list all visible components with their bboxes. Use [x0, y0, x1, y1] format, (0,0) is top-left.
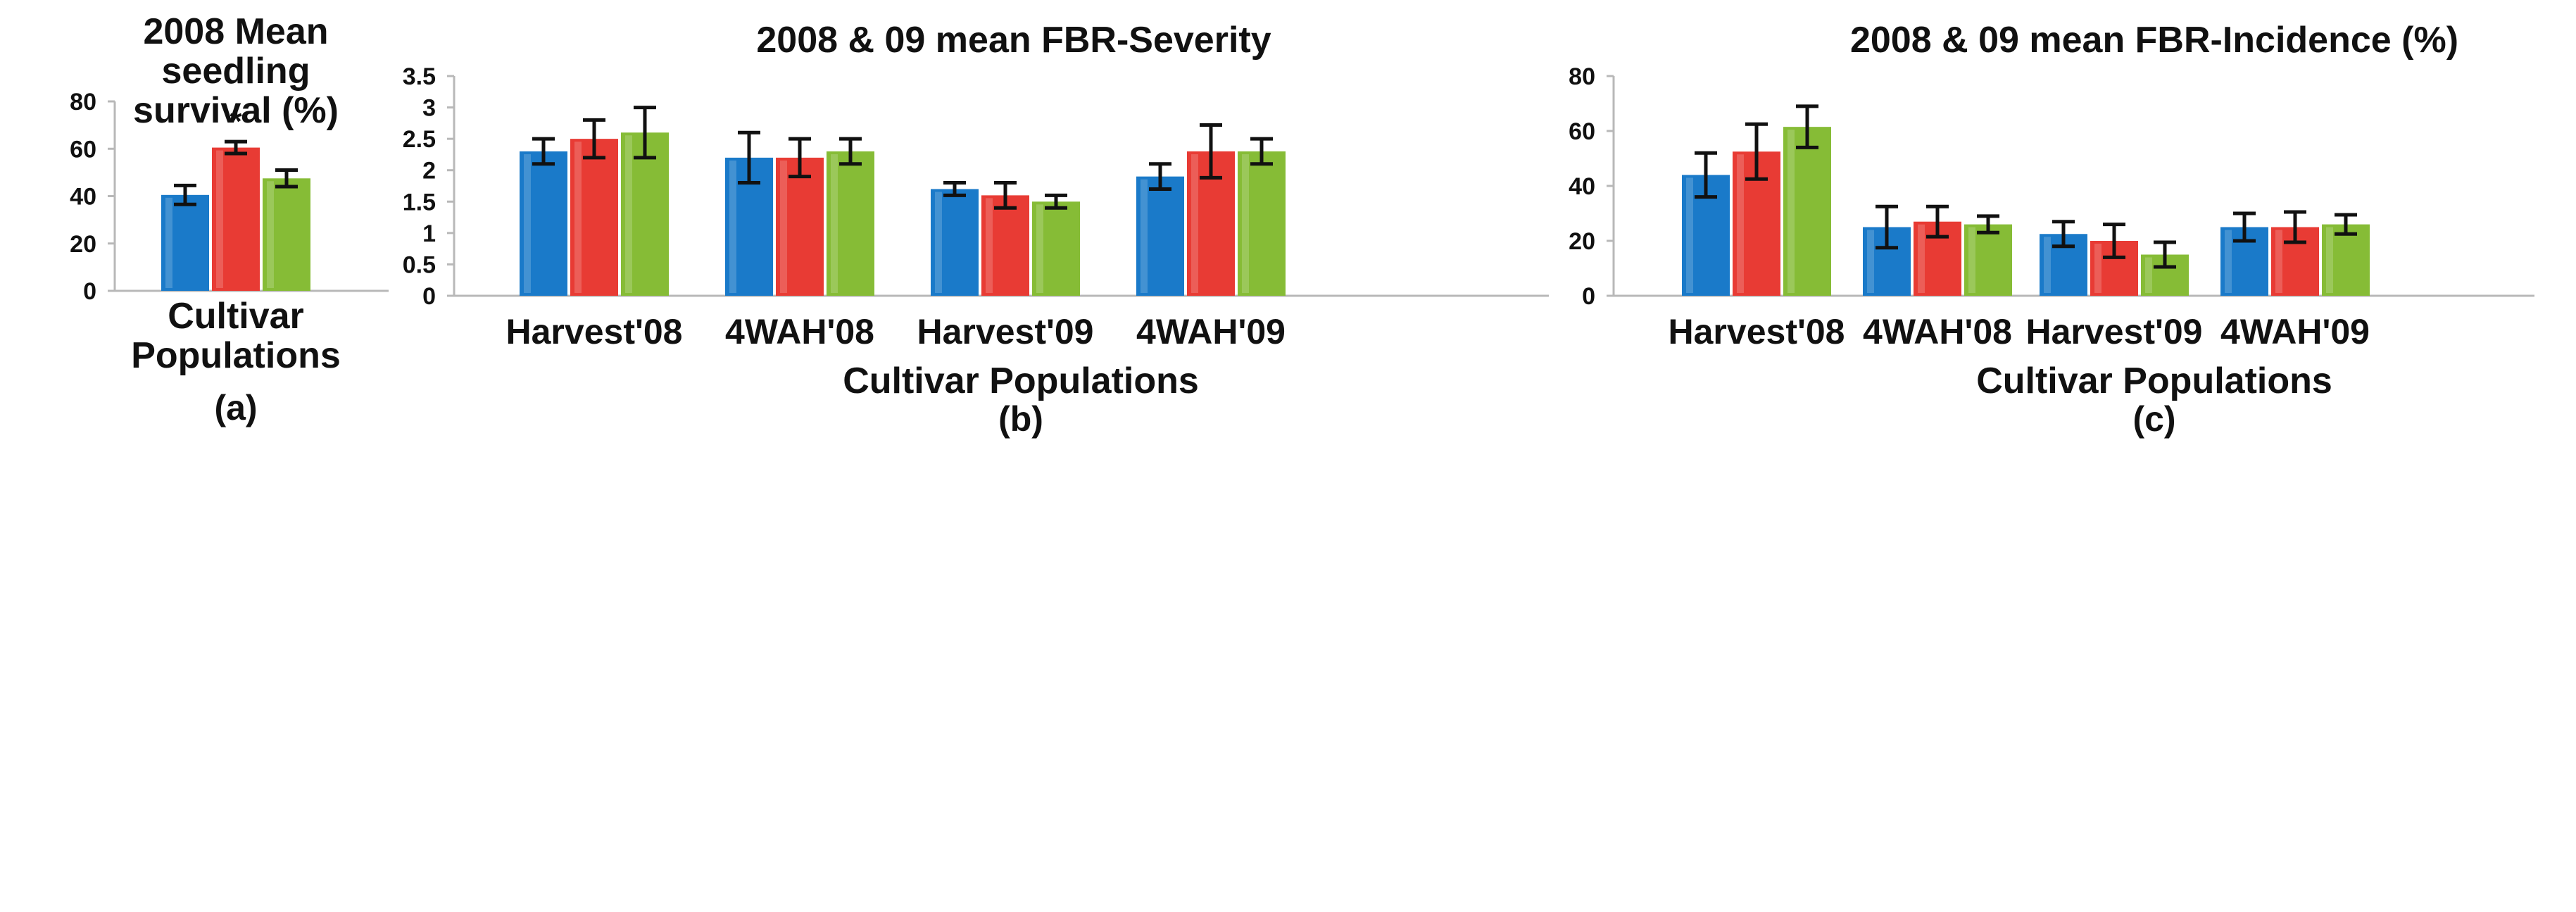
y-tick-label: 60 — [70, 136, 96, 163]
bar-highlight — [2275, 230, 2282, 293]
category-label: 4WAH'09 — [2220, 312, 2370, 351]
category-label: 4WAH'08 — [725, 312, 874, 351]
bar-highlight — [831, 154, 838, 293]
y-tick-label: 60 — [1569, 118, 1595, 145]
bar-highlight — [1036, 204, 1043, 293]
bar-blue-harvest09 — [931, 189, 979, 296]
bar-green-all — [263, 178, 310, 291]
chart-panel-c: 2008 & 09 mean FBR-Incidence (%) 0 20 40 60 8… — [1569, 20, 2534, 439]
y-tick-label: 3.5 — [403, 63, 436, 90]
panel-label-b: (b) — [998, 399, 1043, 439]
y-tick-label: 2 — [422, 158, 436, 185]
y-tick-label: 1.5 — [403, 189, 436, 215]
category-label: Harvest'09 — [917, 312, 1094, 351]
x-axis-label: Cultivar Populations — [1976, 361, 2332, 401]
y-tick-label: 20 — [70, 231, 96, 258]
chart-title-a: seedling — [162, 51, 310, 92]
x-axis-label: Populations — [131, 335, 341, 376]
x-axis-label: Cultivar Populations — [843, 361, 1199, 401]
category-label: 4WAH'08 — [1863, 312, 2012, 351]
category-label: Harvest'08 — [1669, 312, 1845, 351]
bar-blue-all — [161, 194, 209, 291]
category-label: 4WAH'09 — [1136, 312, 1286, 351]
bar-highlight — [1918, 224, 1925, 293]
significance-marker: * — [230, 104, 242, 139]
bar-highlight — [2145, 257, 2152, 293]
bar-highlight — [524, 154, 531, 293]
bar-highlight — [1242, 154, 1249, 293]
panel-label-c: (c) — [2132, 399, 2175, 439]
bar-highlight — [986, 198, 993, 293]
y-tick-label: 0 — [83, 278, 96, 305]
bar-highlight — [1141, 179, 1148, 293]
bar-highlight — [2044, 237, 2051, 293]
bar-highlight — [216, 150, 223, 288]
bar-highlight — [935, 192, 942, 293]
bar-highlight — [1788, 130, 1795, 293]
bar-highlight — [1686, 177, 1693, 293]
y-tick-label: 0 — [1582, 283, 1595, 310]
y-tick-label: 40 — [70, 184, 96, 211]
y-tick-label: 20 — [1569, 228, 1595, 255]
y-tick-label: 0 — [422, 283, 436, 310]
bar-red-harvest08 — [570, 139, 618, 296]
y-tick-label: 0.5 — [403, 251, 436, 278]
bar-highlight — [2326, 227, 2333, 293]
category-label: Harvest'09 — [2026, 312, 2203, 351]
bar-highlight — [1737, 154, 1744, 293]
bar-blue-harvest08 — [520, 151, 567, 296]
y-tick-label: 40 — [1569, 173, 1595, 200]
bar-highlight — [729, 160, 736, 293]
panel-label-a: (a) — [214, 388, 257, 427]
bar-green-4wah08 — [1964, 224, 2012, 296]
bar-red-harvest09 — [981, 195, 1029, 296]
bar-highlight — [625, 135, 632, 293]
bar-highlight — [165, 197, 172, 288]
bar-green-4wah08 — [827, 151, 874, 296]
chart-title-a: 2008 Mean — [143, 11, 328, 52]
bar-highlight — [1968, 227, 1975, 293]
y-tick-label: 3 — [422, 95, 436, 122]
chart-title-c: 2008 & 09 mean FBR-Incidence (%) — [1850, 20, 2458, 61]
y-tick-label: 80 — [1569, 63, 1595, 90]
chart-title-a: survival (%) — [133, 90, 339, 131]
category-label: Harvest'08 — [506, 312, 683, 351]
y-tick-label: 1 — [422, 220, 436, 247]
bar-green-harvest08 — [1783, 127, 1831, 296]
bar-highlight — [1867, 230, 1874, 293]
bar-blue-4wah09 — [1136, 176, 1184, 296]
bar-highlight — [780, 160, 787, 293]
bar-highlight — [2094, 244, 2101, 293]
bar-green-harvest08 — [621, 132, 669, 296]
bar-green-harvest09 — [1032, 201, 1080, 296]
y-tick-label: 2.5 — [403, 126, 436, 153]
bar-red-4wah08 — [776, 157, 824, 296]
bar-highlight — [574, 142, 582, 293]
chart-panel-b: 2008 & 09 mean FBR-Severity 0 0.5 1 1.5 2 2.5 3… — [403, 20, 1549, 439]
bar-green-4wah09 — [2322, 224, 2370, 296]
bar-green-4wah09 — [1238, 151, 1286, 296]
bar-red-all — [212, 147, 260, 291]
bar-highlight — [2225, 230, 2232, 293]
bar-highlight — [267, 181, 274, 288]
x-axis-label: Cultivar — [168, 296, 304, 337]
bar-highlight — [1191, 154, 1198, 293]
chart-title-b: 2008 & 09 mean FBR-Severity — [756, 20, 1271, 61]
y-tick-label: 80 — [70, 89, 96, 115]
